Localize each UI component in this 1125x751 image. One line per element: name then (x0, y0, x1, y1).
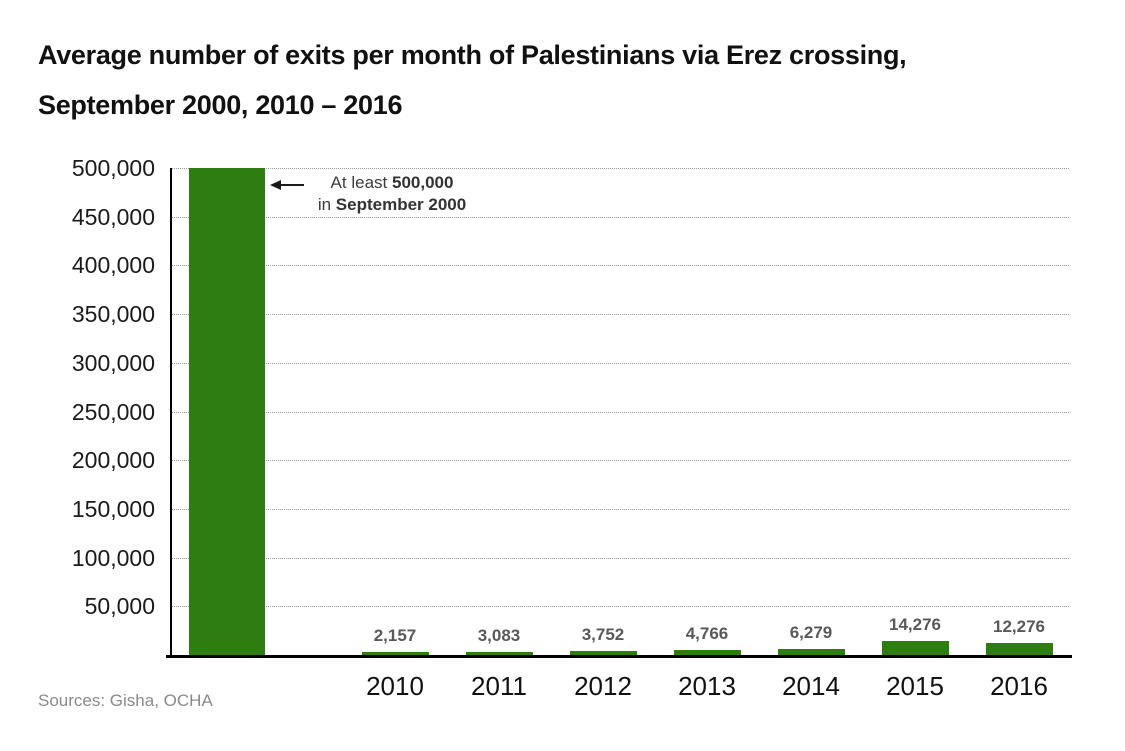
gridline-250,000 (172, 411, 1069, 413)
gridline-150,000 (172, 508, 1069, 510)
gridline-100,000 (172, 557, 1069, 559)
annotation-text: At least 500,000 in September 2000 (317, 173, 467, 214)
y-tick-label: 350,000 (71, 301, 155, 328)
arrow-left-icon (270, 180, 306, 190)
x-axis-label-2016: 2016 (990, 671, 1048, 701)
bar-value-label-2012: 3,752 (581, 625, 625, 645)
bar-2011 (465, 652, 533, 655)
bar-value-label-2013: 4,766 (685, 624, 729, 644)
x-axis-label-2014: 2014 (782, 671, 840, 701)
gridline-400,000 (172, 265, 1069, 267)
x-axis-label-2013: 2013 (678, 671, 736, 701)
bar-value-label-2011: 3,083 (477, 626, 521, 645)
gridline-50,000 (172, 606, 1069, 608)
chart-title-line-1: Average number of exits per month of Pal… (38, 40, 907, 70)
y-tick-label: 450,000 (71, 203, 155, 230)
gridline-300,000 (172, 362, 1069, 364)
annotation-callout: At least 500,000 in September 2000 (270, 172, 472, 216)
gridline-500,000 (172, 168, 1069, 169)
bar-2010 (361, 652, 429, 655)
bar-value-label-2016: 12,276 (993, 617, 1045, 637)
x-axis-label-2011: 2011 (471, 671, 527, 701)
bar-value-label-2015: 14,276 (889, 615, 941, 635)
x-axis-label-2010: 2010 (366, 671, 424, 701)
bar-september-2000 (189, 168, 265, 655)
x-axis-baseline (166, 655, 1072, 658)
y-tick-label: 200,000 (71, 447, 155, 474)
gridline-450,000 (172, 216, 1069, 218)
bar-2013 (673, 650, 741, 655)
y-tick-label: 50,000 (84, 593, 155, 620)
gridline-350,000 (172, 314, 1069, 316)
chart-title: Average number of exits per month of Pal… (38, 30, 1098, 130)
y-tick-label: 500,000 (71, 155, 155, 181)
bar-value-label-2010: 2,157 (373, 626, 417, 645)
bar-value-label-2014: 6,279 (789, 622, 833, 642)
bar-2014 (777, 648, 845, 655)
source-note: Sources: Gisha, OCHA (38, 691, 213, 710)
y-tick-label: 300,000 (71, 349, 155, 376)
y-tick-label: 100,000 (71, 544, 155, 571)
y-tick-label: 150,000 (71, 495, 155, 522)
plot-area: 500,000 450,000 400,000 350,000 300,000 250,0… (72, 155, 1072, 701)
gridline-200,000 (172, 460, 1069, 462)
chart-title-line-2: September 2000, 2010 – 2016 (38, 90, 403, 120)
bar-2015 (881, 641, 949, 655)
x-axis-label-2015: 2015 (886, 671, 944, 701)
y-tick-label: 250,000 (71, 398, 155, 425)
bar-2016 (985, 643, 1053, 655)
x-axis-label-2012: 2012 (574, 671, 632, 701)
bar-2012 (569, 651, 637, 655)
y-tick-label: 400,000 (71, 252, 155, 279)
